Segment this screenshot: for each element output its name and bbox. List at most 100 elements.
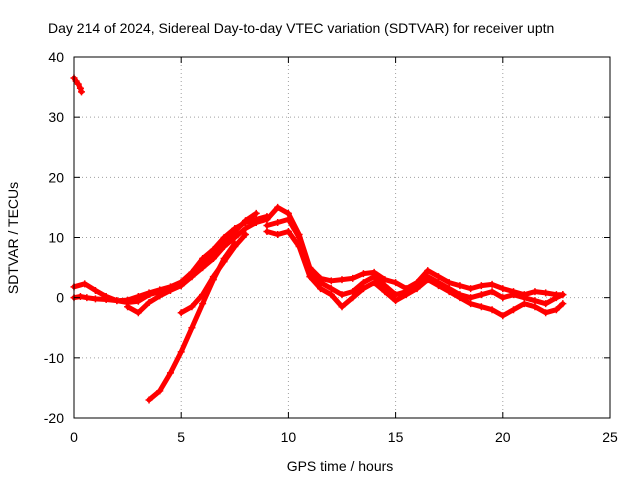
- data-point: [445, 285, 453, 293]
- data-point: [359, 279, 367, 287]
- data-point: [76, 292, 84, 300]
- data-point: [166, 369, 174, 377]
- data-point: [145, 298, 153, 306]
- data-point: [177, 309, 185, 317]
- series-track-4: [124, 218, 260, 317]
- y-axis-label: SDTVAR / TECUs: [5, 182, 21, 294]
- data-point: [83, 294, 91, 302]
- series-line: [71, 210, 259, 305]
- y-tick-label: 30: [48, 109, 64, 125]
- x-tick-label: 5: [177, 429, 185, 445]
- data-point: [434, 273, 442, 281]
- data-point: [349, 274, 357, 282]
- data-point: [456, 282, 464, 290]
- data-point: [488, 288, 496, 296]
- y-tick-label: 10: [48, 230, 64, 246]
- data-point: [306, 267, 314, 275]
- data-point: [231, 243, 239, 251]
- data-point: [359, 285, 367, 293]
- data-point: [156, 387, 164, 395]
- series-track-6: [177, 230, 250, 317]
- data-point: [327, 291, 335, 299]
- data-point: [91, 295, 99, 303]
- data-point: [531, 297, 539, 305]
- data-point: [209, 273, 217, 281]
- data-point: [284, 215, 292, 223]
- data-point: [552, 306, 560, 314]
- data-point: [559, 291, 567, 299]
- data-point: [231, 227, 239, 235]
- data-point: [81, 280, 89, 288]
- x-tick-label: 15: [388, 429, 404, 445]
- data-point: [434, 279, 442, 287]
- data-point: [199, 291, 207, 299]
- data-point: [542, 289, 550, 297]
- x-tick-label: 10: [281, 429, 297, 445]
- series-track-1-start: [70, 74, 86, 96]
- data-point: [274, 230, 282, 238]
- data-point: [199, 255, 207, 263]
- data-point: [510, 291, 518, 299]
- data-point: [510, 306, 518, 314]
- x-axis-label: GPS time / hours: [287, 458, 394, 474]
- data-point: [338, 276, 346, 284]
- data-point: [263, 215, 271, 223]
- data-point: [467, 300, 475, 308]
- data-point: [284, 209, 292, 217]
- data-point: [488, 280, 496, 288]
- data-point: [220, 243, 228, 251]
- data-point: [338, 291, 346, 299]
- data-point: [552, 294, 560, 302]
- data-point: [134, 309, 142, 317]
- y-tick-label: -10: [44, 350, 64, 366]
- data-point: [381, 282, 389, 290]
- data-point: [252, 209, 260, 217]
- data-point: [242, 224, 250, 232]
- data-point: [467, 294, 475, 302]
- data-point: [145, 291, 153, 299]
- data-point: [370, 273, 378, 281]
- data-point: [145, 396, 153, 404]
- data-point: [477, 291, 485, 299]
- data-point: [199, 264, 207, 272]
- data-point: [499, 312, 507, 320]
- data-point: [76, 84, 84, 92]
- data-series: [70, 74, 567, 404]
- data-point: [477, 303, 485, 311]
- data-point: [381, 288, 389, 296]
- data-point: [134, 297, 142, 305]
- data-point: [359, 270, 367, 278]
- data-point: [209, 255, 217, 263]
- data-point: [242, 217, 250, 225]
- data-point: [199, 300, 207, 308]
- data-point: [413, 282, 421, 290]
- grid-lines: [74, 57, 610, 418]
- series-line: [125, 220, 259, 316]
- data-point: [113, 297, 121, 305]
- data-point: [370, 279, 378, 287]
- data-point: [392, 279, 400, 287]
- data-point: [402, 288, 410, 296]
- data-point: [91, 286, 99, 294]
- data-point: [520, 294, 528, 302]
- series-track-8: [263, 227, 567, 320]
- data-point: [74, 80, 82, 88]
- data-point: [499, 294, 507, 302]
- data-point: [349, 294, 357, 302]
- data-point: [284, 227, 292, 235]
- series-track-9: [263, 215, 567, 308]
- x-tick-label: 25: [602, 429, 618, 445]
- data-point: [188, 324, 196, 332]
- data-point: [467, 285, 475, 293]
- x-tick-label: 0: [70, 429, 78, 445]
- data-point: [424, 267, 432, 275]
- data-point: [488, 306, 496, 314]
- data-point: [231, 234, 239, 241]
- data-point: [274, 218, 282, 226]
- data-point: [188, 273, 196, 281]
- y-tick-label: 20: [48, 169, 64, 185]
- data-point: [338, 303, 346, 311]
- data-point: [445, 279, 453, 287]
- data-point: [188, 303, 196, 311]
